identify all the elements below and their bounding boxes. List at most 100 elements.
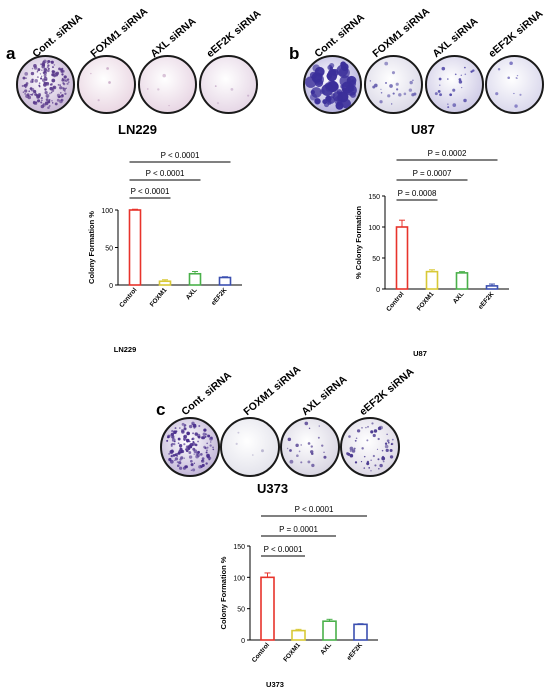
colony-spot [439, 84, 441, 86]
colony-spot [458, 78, 462, 81]
colony-spot [321, 444, 324, 447]
colony-spot [43, 83, 47, 87]
y-tick-label: 50 [372, 256, 380, 263]
colony-spot [41, 69, 43, 71]
colony-spot [212, 448, 214, 450]
colony-spot [315, 99, 319, 104]
colony-spot [449, 93, 453, 97]
colony-spot [66, 82, 69, 85]
colony-spot [190, 469, 193, 471]
panel-b-plate-3 [425, 55, 484, 114]
colony-spot [464, 66, 466, 69]
colony-spot [386, 439, 390, 443]
colony-spot [507, 76, 510, 80]
colony-spot [49, 83, 52, 86]
colony-spot [58, 67, 61, 71]
colony-spot [44, 88, 47, 91]
colony-spot [374, 464, 377, 467]
colony-spot [311, 463, 315, 468]
bar-axl [322, 620, 337, 641]
colony-spot [368, 467, 371, 469]
colony-spot [391, 71, 396, 75]
colony-spot [186, 431, 191, 436]
colony-spot [309, 93, 317, 101]
colony-spot [197, 450, 200, 454]
colony-spot [31, 78, 33, 81]
colony-spot [380, 88, 382, 90]
y-tick-label: 100 [233, 575, 245, 582]
colony-spot [307, 442, 311, 445]
colony-spot [209, 444, 212, 447]
colony-spot [192, 468, 196, 472]
colony-spot [237, 431, 240, 434]
colony-spot [34, 92, 37, 96]
colony-spot [216, 101, 220, 105]
colony-spot [170, 455, 173, 457]
colony-spot [208, 458, 211, 461]
colony-spot [23, 84, 27, 88]
colony-spot [30, 71, 35, 76]
colony-spot [195, 454, 199, 459]
colony-spot [200, 453, 203, 456]
colony-spot [34, 79, 38, 83]
colony-spot [513, 92, 515, 95]
colony-spot [337, 95, 343, 102]
colony-spot [55, 74, 58, 77]
colony-spot [28, 90, 31, 93]
colony-spot [201, 436, 206, 440]
colony-spot [378, 468, 380, 470]
colony-spot [341, 98, 351, 109]
colony-spot [361, 427, 363, 429]
colony-spot [188, 455, 193, 459]
colony-spot [51, 78, 56, 83]
colony-spot [175, 430, 178, 433]
y-tick-label: 0 [109, 283, 113, 290]
colony-spot [463, 98, 467, 103]
colony-spot [178, 444, 183, 448]
colony-spot [376, 448, 379, 450]
colony-spot [497, 68, 501, 71]
colony-spot [347, 452, 351, 456]
colony-spot [21, 84, 24, 88]
colony-spot [198, 424, 201, 427]
colony-spot [174, 457, 179, 461]
colony-spot [43, 59, 47, 64]
panel-a-plate-4 [199, 55, 258, 114]
colony-spot [387, 441, 390, 444]
colony-spot [382, 460, 385, 463]
colony-spot [61, 78, 65, 82]
y-axis-label: Colony Formation % [219, 556, 228, 629]
p-value-label: P < 0.0001 [264, 545, 303, 554]
colony-spot [313, 74, 324, 85]
colony-spot [108, 81, 111, 84]
colony-spot [464, 73, 467, 76]
colony-spot [51, 89, 55, 92]
colony-spot [175, 454, 177, 457]
colony-spot [180, 449, 184, 453]
colony-spot [50, 60, 54, 64]
colony-spot [296, 454, 299, 458]
colony-spot [183, 439, 186, 441]
colony-spot [40, 77, 43, 80]
colony-spot [192, 432, 194, 435]
p-value-label: P < 0.0001 [146, 169, 185, 178]
colony-spot [48, 99, 51, 101]
colony-spot [206, 453, 210, 458]
colony-spot [377, 437, 380, 441]
x-tick-label: Control [251, 642, 271, 664]
colony-spot [381, 455, 385, 459]
colony-spot [184, 465, 188, 469]
bar-foxm1 [291, 629, 306, 641]
colony-spot [57, 95, 60, 98]
colony-spot [210, 441, 212, 443]
colony-spot [59, 86, 63, 90]
colony-spot [54, 102, 58, 106]
colony-spot [191, 438, 194, 441]
colony-spot [181, 430, 185, 434]
colony-spot [206, 442, 208, 445]
colony-spot [329, 66, 334, 71]
colony-spot [434, 92, 438, 96]
